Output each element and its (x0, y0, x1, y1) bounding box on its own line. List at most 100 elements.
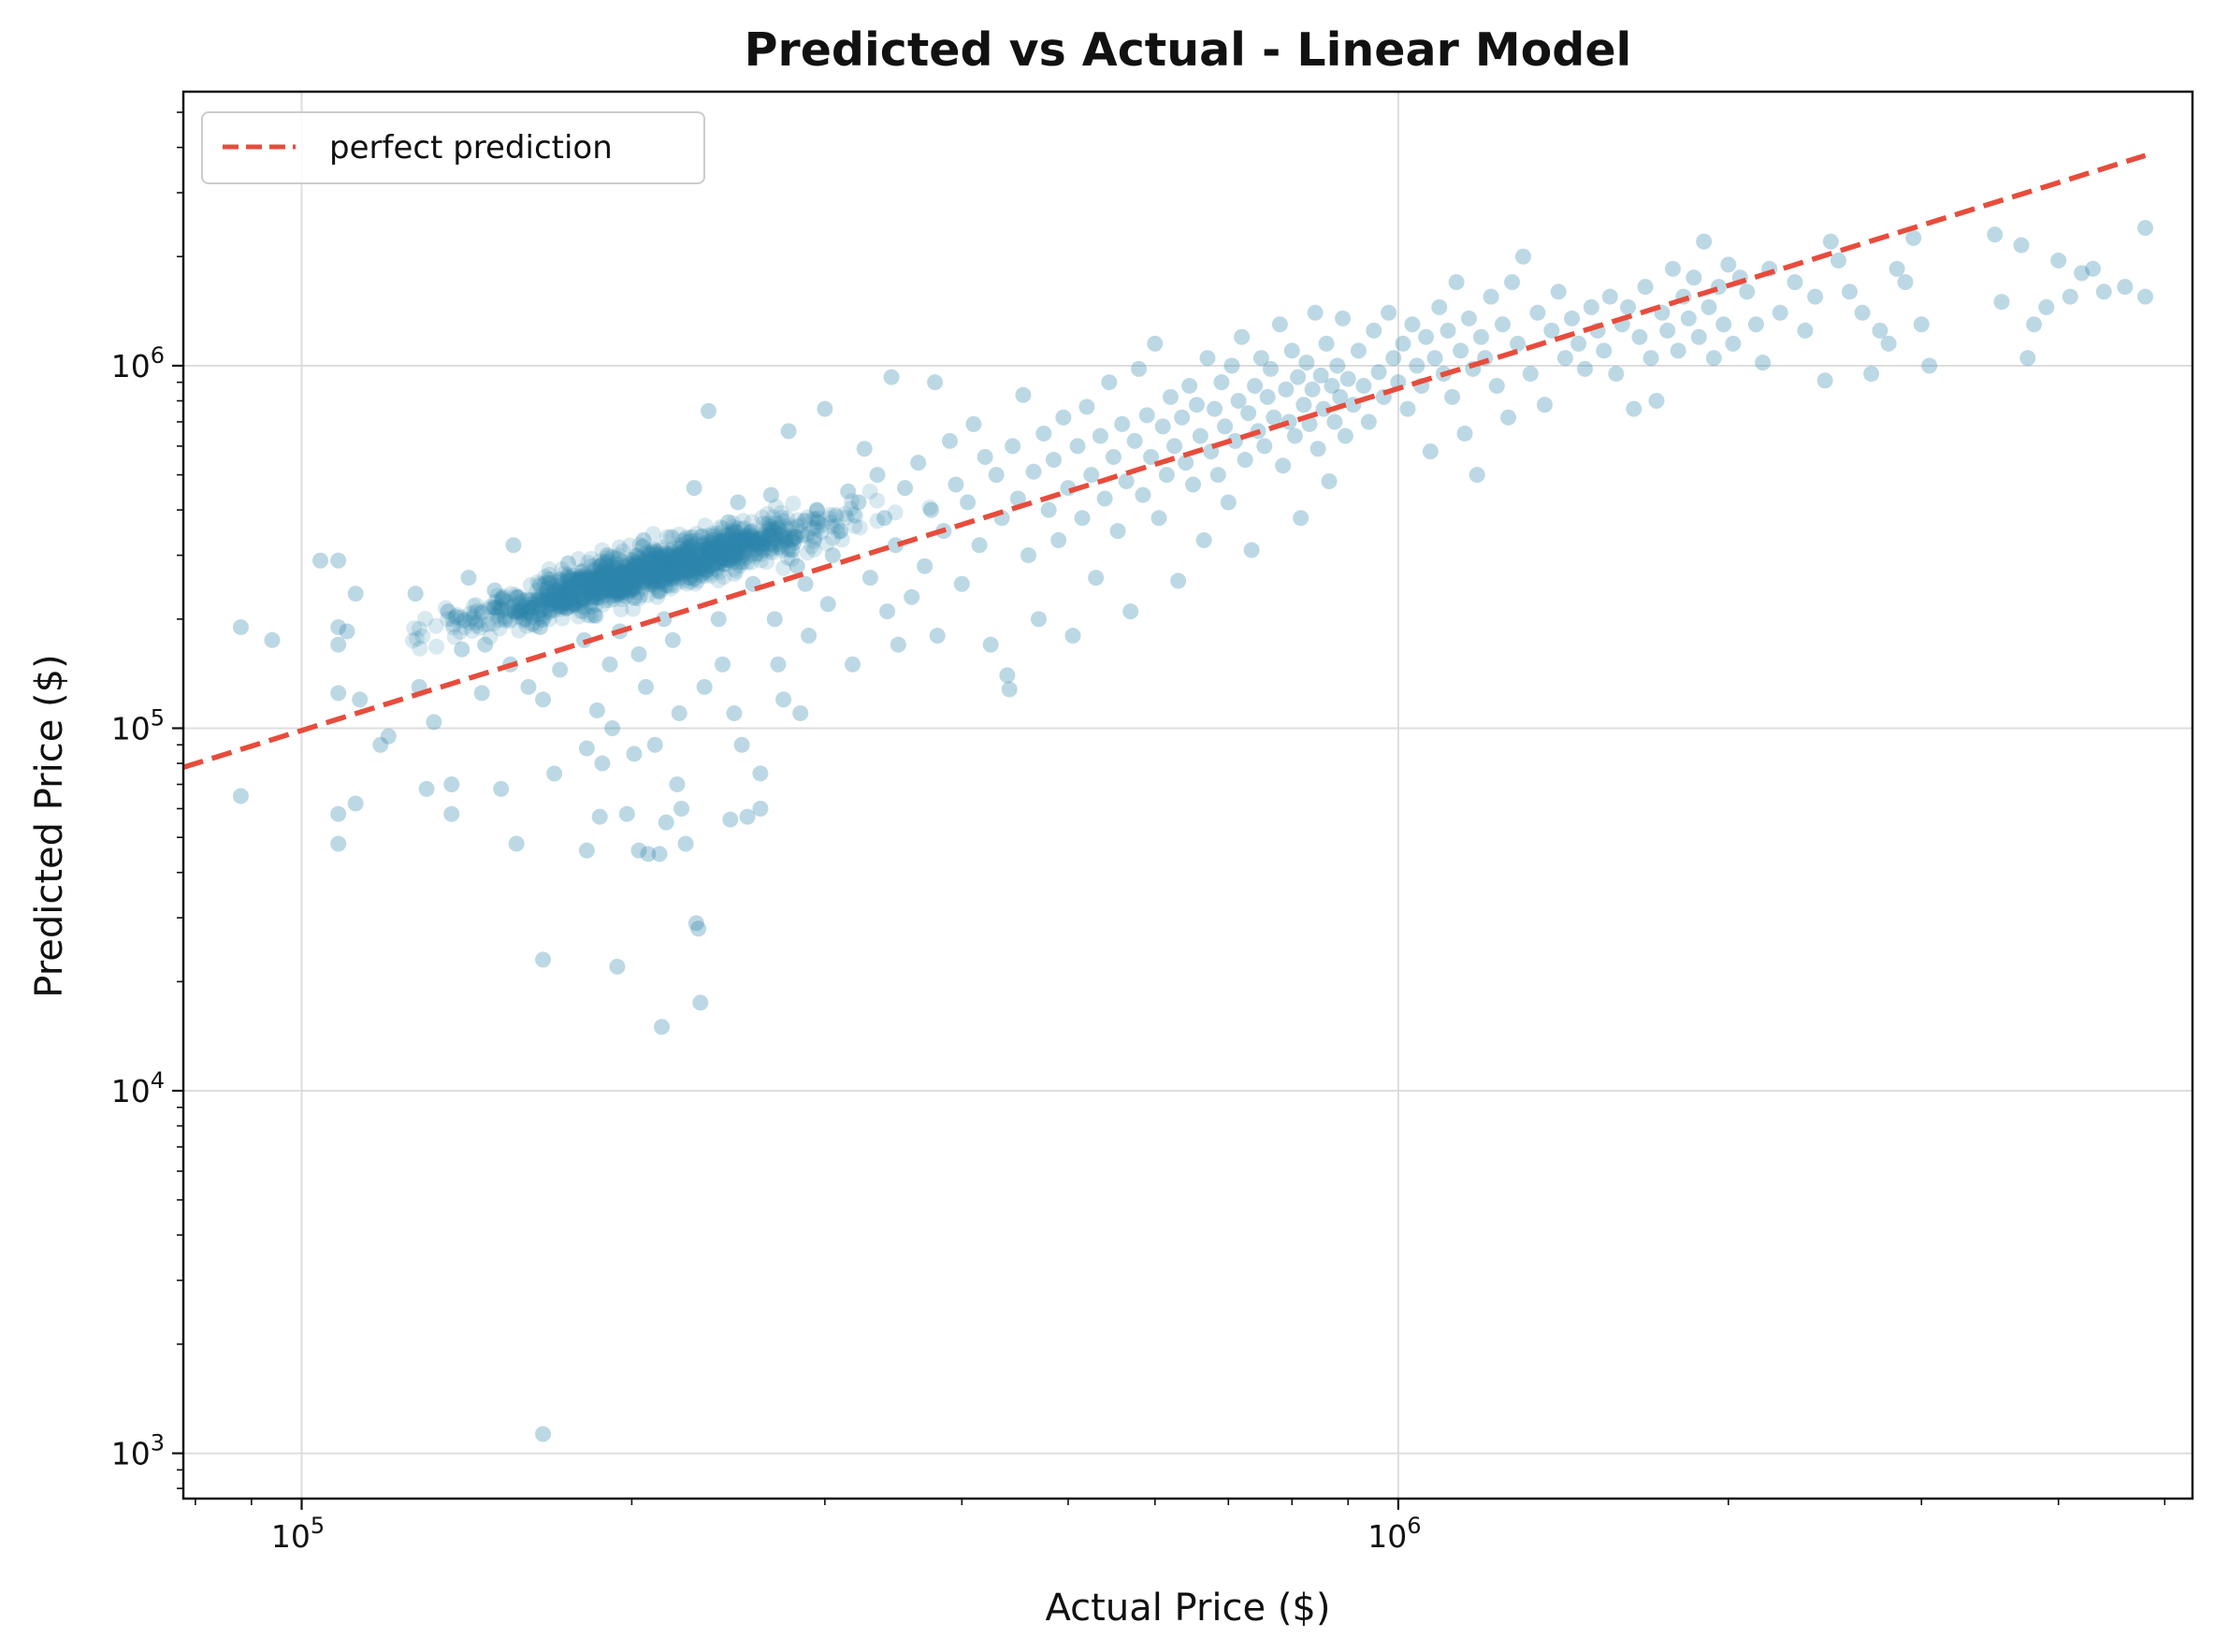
scatter-point (739, 543, 756, 560)
scatter-point (658, 571, 674, 587)
scatter-point (1220, 494, 1237, 511)
scatter-point (630, 549, 647, 566)
scatter-point (774, 525, 790, 542)
scatter-point (716, 550, 732, 567)
scatter-point (777, 530, 794, 547)
scatter-point (679, 552, 696, 569)
scatter-point (1556, 350, 1573, 367)
scatter-point (534, 611, 551, 628)
scatter-point (601, 592, 618, 609)
scatter-point (700, 545, 716, 562)
scatter-point (540, 587, 557, 603)
scatter-point (659, 577, 676, 594)
scatter-point (730, 494, 746, 511)
scatter-point (578, 740, 595, 757)
scatter-point (582, 571, 599, 587)
scatter-point (656, 557, 673, 573)
scatter-point (583, 583, 600, 600)
scatter-point (664, 558, 681, 574)
scatter-point (774, 513, 791, 529)
scatter-point (673, 569, 689, 586)
scatter-point (1247, 377, 1264, 394)
scatter-point (707, 528, 724, 544)
scatter-point (514, 601, 530, 618)
scatter-point (680, 546, 697, 563)
scatter-point (557, 595, 573, 612)
scatter-point (756, 536, 773, 553)
scatter-point (673, 563, 689, 580)
scatter-point (511, 588, 528, 605)
scatter-point (700, 549, 716, 566)
scatter-point (644, 557, 661, 573)
scatter-point (664, 529, 681, 545)
scatter-point (418, 780, 435, 797)
scatter-point (494, 591, 511, 608)
scatter-point (577, 577, 594, 594)
scatter-point (720, 514, 737, 530)
scatter-point (698, 554, 715, 571)
scatter-point (703, 531, 720, 548)
scatter-point (729, 546, 745, 563)
scatter-point (605, 575, 622, 592)
scatter-point (542, 590, 558, 607)
scatter-point (455, 613, 471, 630)
scatter-point (624, 579, 641, 596)
scatter-point (758, 532, 774, 549)
scatter-point (601, 583, 618, 600)
scatter-point (742, 529, 759, 545)
scatter-point (507, 587, 524, 603)
scatter-point (663, 557, 680, 573)
scatter-point (615, 553, 631, 570)
scatter-point (716, 556, 733, 572)
scatter-point (699, 562, 716, 579)
scatter-point (777, 518, 794, 535)
scatter-point (652, 572, 669, 588)
scatter-point (765, 537, 782, 554)
scatter-point (988, 467, 1005, 484)
scatter-point (601, 562, 617, 579)
scatter-point (572, 569, 588, 586)
scatter-point (640, 846, 657, 862)
scatter-point (728, 543, 745, 559)
scatter-point (619, 566, 636, 583)
scatter-point (628, 567, 644, 584)
scatter-point (596, 561, 613, 578)
scatter-point (754, 535, 771, 552)
scatter-point (707, 542, 724, 558)
scatter-point (661, 565, 678, 582)
scatter-point (520, 678, 537, 695)
scatter-point (710, 545, 727, 562)
scatter-point (582, 579, 599, 596)
scatter-point (665, 543, 682, 560)
y-axis-label: Predicted Price ($) (28, 654, 71, 997)
scatter-point (637, 559, 654, 576)
scatter-point (616, 579, 633, 596)
scatter-point (687, 556, 703, 572)
scatter-point (601, 581, 617, 598)
scatter-point (699, 551, 716, 568)
scatter-point (691, 543, 708, 560)
scatter-point (633, 552, 650, 569)
scatter-point (718, 527, 735, 543)
scatter-point (744, 523, 760, 540)
scatter-point (1339, 370, 1356, 387)
scatter-point (514, 592, 530, 609)
scatter-point (807, 511, 824, 528)
scatter-point (585, 578, 601, 595)
scatter-point (737, 533, 754, 550)
scatter-point (1083, 467, 1100, 484)
scatter-point (710, 555, 727, 572)
scatter-point (748, 545, 765, 562)
scatter-point (605, 587, 622, 604)
scatter-point (534, 586, 551, 602)
scatter-point (502, 586, 519, 602)
scatter-point (786, 534, 803, 551)
scatter-point (728, 563, 745, 580)
scatter-point (552, 591, 569, 608)
scatter-point (2026, 316, 2043, 333)
scatter-point (1631, 328, 1648, 345)
scatter-point (1816, 372, 1833, 389)
scatter-point (609, 559, 626, 576)
scatter-point (707, 555, 724, 572)
scatter-point (1324, 377, 1340, 394)
